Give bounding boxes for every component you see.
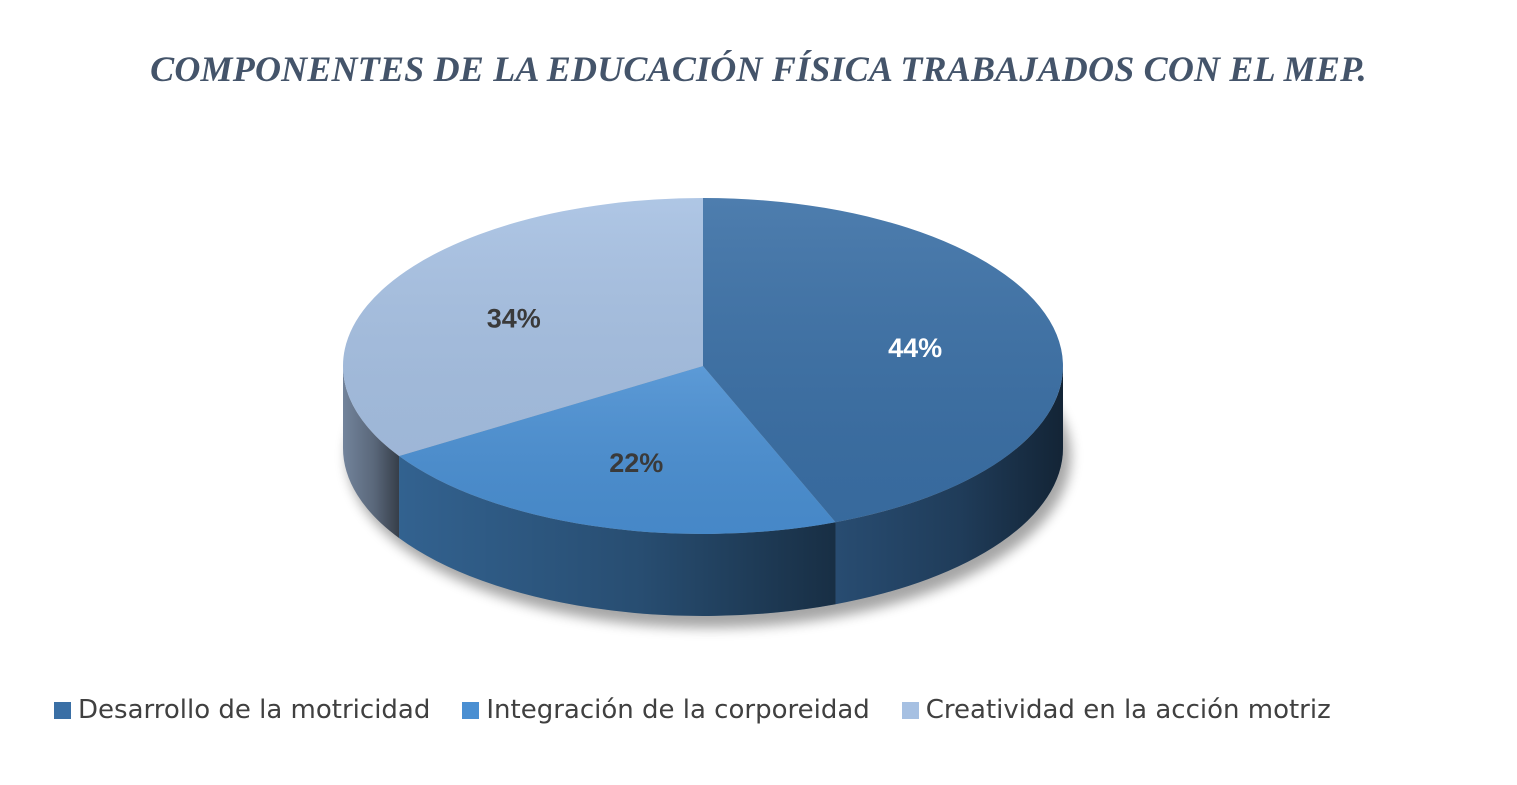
legend-item-desarrollo: Desarrollo de la motricidad	[54, 695, 430, 725]
pie-chart: 44% 22% 34%	[342, 198, 1071, 628]
pie-slice-shade-0	[703, 198, 1063, 523]
legend-swatch	[54, 701, 71, 719]
data-label-2: 34%	[487, 303, 541, 333]
data-label-1: 22%	[609, 448, 663, 478]
pie-slice-shade-2	[342, 198, 703, 457]
pie-side-shade-2	[343, 366, 400, 539]
legend-label: Desarrollo de la motricidad	[78, 695, 431, 725]
pie-side-shade-0	[835, 366, 1063, 605]
data-label-0: 44%	[888, 333, 942, 363]
legend-swatch	[901, 701, 919, 719]
legend-swatch	[462, 701, 480, 719]
pie-side-shade-1	[399, 456, 836, 616]
legend-item-integracion: Integración de la corporeidad	[462, 695, 870, 725]
legend-label: Integración de la corporeidad	[486, 695, 870, 725]
legend: Desarrollo de la motricidad Integración …	[54, 688, 1363, 732]
pie-slice-shade-1	[399, 366, 836, 534]
legend-label: Creatividad en la acción motriz	[925, 695, 1331, 725]
chart-title: COMPONENTES DE LA EDUCACIÓN FÍSICA TRABA…	[150, 49, 1367, 89]
legend-item-creatividad: Creatividad en la acción motriz	[901, 695, 1331, 725]
